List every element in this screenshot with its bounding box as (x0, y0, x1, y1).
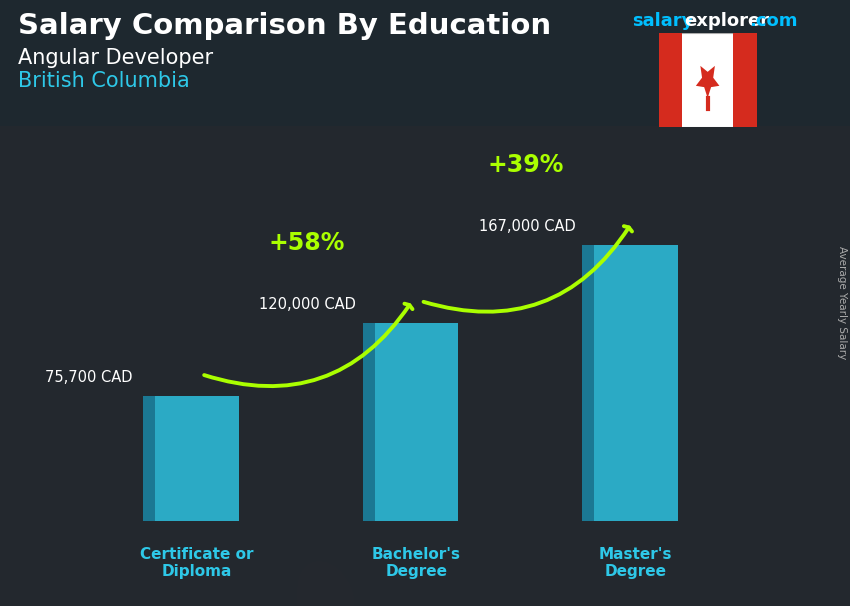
Polygon shape (582, 237, 677, 245)
Polygon shape (582, 245, 594, 521)
Text: Certificate or
Diploma: Certificate or Diploma (140, 547, 254, 579)
Bar (659, 33, 683, 127)
Text: Bachelor's
Degree: Bachelor's Degree (372, 547, 461, 579)
Polygon shape (144, 396, 156, 521)
Text: Salary Comparison By Education: Salary Comparison By Education (18, 12, 551, 40)
Text: salary: salary (632, 12, 694, 30)
Polygon shape (696, 66, 719, 98)
Bar (594, 245, 677, 521)
Polygon shape (363, 323, 375, 521)
Text: +39%: +39% (488, 153, 564, 177)
Text: Master's
Degree: Master's Degree (599, 547, 672, 579)
Text: Average Yearly Salary: Average Yearly Salary (837, 247, 847, 359)
Text: 120,000 CAD: 120,000 CAD (259, 297, 356, 312)
Polygon shape (363, 315, 458, 323)
Bar (0, 0, 850, 126)
Text: 75,700 CAD: 75,700 CAD (45, 370, 133, 385)
Text: Angular Developer: Angular Developer (18, 48, 213, 68)
Bar (156, 396, 239, 521)
Text: 167,000 CAD: 167,000 CAD (479, 219, 575, 235)
Text: .com: .com (749, 12, 797, 30)
Polygon shape (144, 388, 239, 396)
Bar (375, 323, 458, 521)
Text: explorer: explorer (684, 12, 769, 30)
Text: British Columbia: British Columbia (18, 71, 190, 91)
Text: +58%: +58% (269, 231, 345, 255)
Bar (733, 33, 757, 127)
